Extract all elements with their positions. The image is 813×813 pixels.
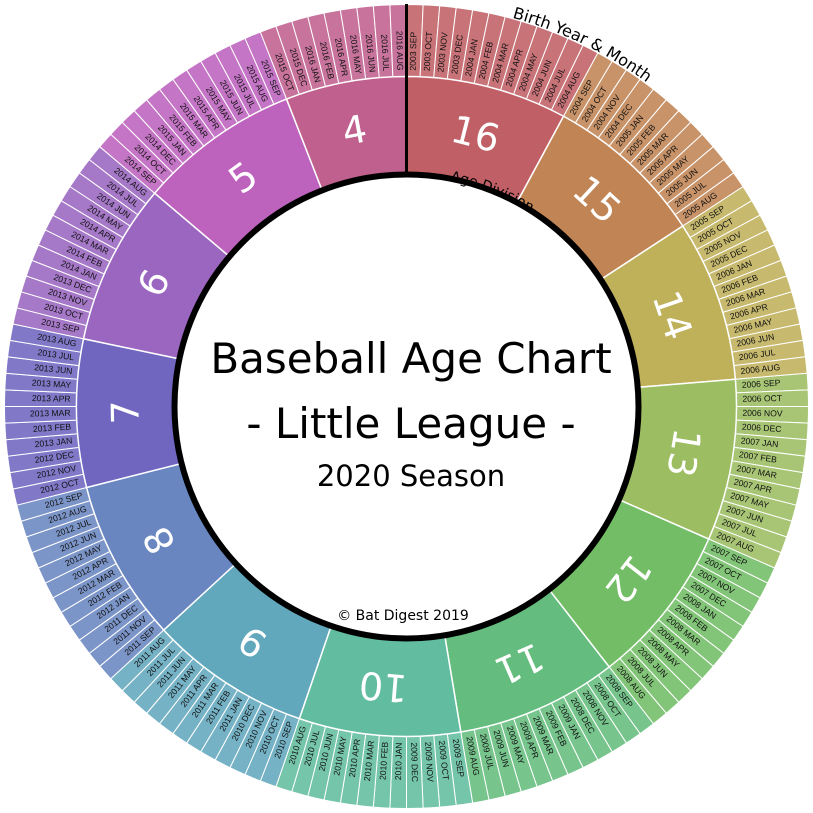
- copyright-text: © Bat Digest 2019: [337, 608, 469, 624]
- age-division-label: 7: [103, 400, 147, 425]
- center-disc: [171, 171, 642, 642]
- month-label: 2016 AUG: [394, 31, 405, 71]
- month-label: 2009 DEC: [409, 742, 420, 782]
- month-label: 2016 JUL: [379, 34, 391, 72]
- chart-subtitle: - Little League -: [246, 399, 575, 448]
- month-label: 2013 FEB: [33, 422, 72, 434]
- month-label: 2003 NOV: [435, 32, 449, 73]
- month-label: 2013 MAR: [30, 408, 71, 419]
- season-label: 2020 Season: [317, 459, 505, 493]
- month-label: 2006 NOV: [742, 408, 783, 419]
- month-label: 2013 MAY: [31, 378, 71, 390]
- month-label: 2016 JUN: [364, 34, 378, 73]
- month-label: 2013 JAN: [34, 435, 73, 449]
- month-label: 2010 FEB: [378, 741, 390, 780]
- month-label: 2003 SEP: [408, 31, 419, 70]
- month-label: 2006 SEP: [741, 378, 781, 390]
- month-label: 2006 OCT: [742, 393, 783, 404]
- age-division-label: 13: [658, 425, 709, 480]
- month-label: 2009 OCT: [437, 740, 451, 781]
- month-label: 2007 JAN: [740, 435, 779, 449]
- month-label: 2013 JUN: [34, 362, 73, 376]
- month-label: 2009 NOV: [423, 741, 435, 782]
- month-label: 2006 AUG: [740, 362, 781, 376]
- chart-title: Baseball Age Chart: [210, 334, 611, 383]
- month-label: 2013 APR: [32, 393, 71, 404]
- month-label: 2003 OCT: [422, 30, 434, 71]
- month-label: 2010 JAN: [393, 742, 404, 780]
- age-division-label: 10: [357, 663, 409, 711]
- month-label: 2010 MAR: [362, 740, 376, 781]
- month-label: 2006 DEC: [742, 422, 782, 434]
